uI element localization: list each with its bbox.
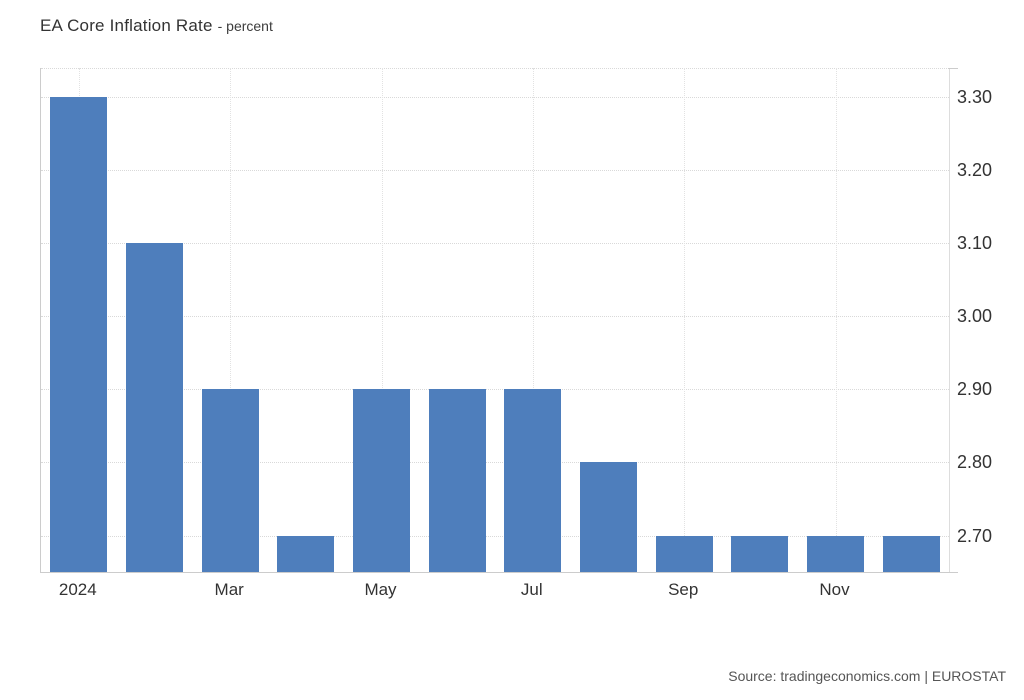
y-axis-tick-label: 3.30 bbox=[957, 87, 993, 108]
bar-8[interactable] bbox=[580, 462, 637, 572]
y-axis-tick-label: 3.20 bbox=[957, 160, 993, 181]
bar-1[interactable] bbox=[50, 97, 108, 572]
bar-12[interactable] bbox=[882, 535, 940, 572]
bar-6[interactable] bbox=[428, 389, 486, 572]
bar-9[interactable] bbox=[655, 535, 713, 572]
y-gridline bbox=[41, 97, 949, 99]
bar-2[interactable] bbox=[126, 243, 183, 572]
plot-top-border bbox=[41, 68, 949, 69]
x-axis-tick-label: May bbox=[364, 580, 397, 599]
x-axis-tick-label: Jul bbox=[520, 580, 543, 599]
x-gridline bbox=[684, 68, 686, 572]
x-axis-line bbox=[40, 572, 958, 573]
y-axis-tick-label: 2.90 bbox=[957, 379, 993, 400]
y-gridline bbox=[41, 462, 949, 464]
source-attribution: Source: tradingeconomics.com | EUROSTAT bbox=[728, 668, 1006, 684]
y-gridline bbox=[41, 243, 949, 245]
x-gridline bbox=[381, 68, 383, 572]
chart-header: EA Core Inflation Rate - percent bbox=[40, 16, 273, 36]
x-gridline bbox=[835, 68, 837, 572]
y-gridline bbox=[41, 170, 949, 172]
x-axis-tick-label: Nov bbox=[819, 580, 850, 599]
x-axis-tick-label: Mar bbox=[214, 580, 244, 599]
x-gridline bbox=[230, 68, 232, 572]
bar-7[interactable] bbox=[504, 389, 562, 572]
y-axis-tick bbox=[948, 68, 958, 69]
bar-3[interactable] bbox=[201, 389, 259, 572]
y-axis-tick-label: 3.10 bbox=[957, 233, 993, 254]
x-axis-tick-label: Sep bbox=[668, 580, 699, 599]
bar-10[interactable] bbox=[731, 535, 789, 572]
y-axis-tick-label: 2.80 bbox=[957, 452, 993, 473]
y-gridline bbox=[41, 535, 949, 537]
y-gridline bbox=[41, 389, 949, 391]
y-axis-tick-label: 3.00 bbox=[957, 306, 993, 327]
x-axis-tick-label: 2024 bbox=[58, 580, 97, 599]
chart-subtitle: - percent bbox=[217, 18, 273, 34]
bar-11[interactable] bbox=[807, 535, 864, 572]
x-gridline bbox=[532, 68, 534, 572]
y-axis-tick-label: 2.70 bbox=[957, 525, 993, 546]
y-gridline bbox=[41, 316, 949, 318]
chart-title: EA Core Inflation Rate bbox=[40, 16, 213, 35]
bar-5[interactable] bbox=[353, 389, 410, 572]
bar-4[interactable] bbox=[277, 535, 335, 572]
plot-area bbox=[40, 68, 950, 572]
